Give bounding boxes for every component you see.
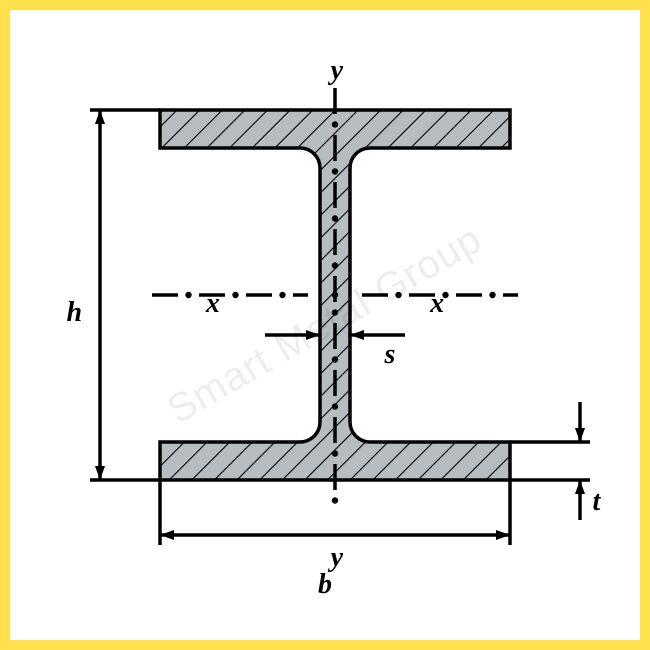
label-h: h [66, 299, 82, 327]
label-b: b [318, 571, 332, 599]
diagram-canvas: h b s t x x y y Smart Metal Group [30, 30, 620, 620]
label-s: s [384, 341, 395, 369]
label-t: t [593, 488, 601, 516]
outer-border: h b s t x x y y Smart Metal Group [0, 0, 650, 650]
dimension-h [90, 110, 160, 480]
label-y-top: y [331, 57, 343, 85]
label-y-bottom: y [331, 544, 343, 572]
label-x-left: x [206, 290, 220, 318]
label-x-right: x [430, 290, 444, 318]
dimension-t [510, 402, 590, 520]
